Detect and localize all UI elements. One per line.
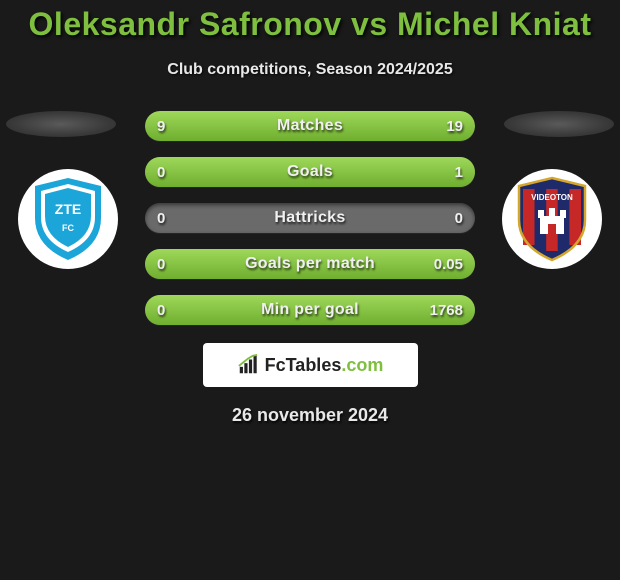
stat-row: 00Hattricks — [145, 203, 475, 233]
stat-row: 01Goals — [145, 157, 475, 187]
stat-row: 919Matches — [145, 111, 475, 141]
stat-row: 01768Min per goal — [145, 295, 475, 325]
zte-shield-icon: ZTE FC — [29, 176, 107, 262]
right-platform — [504, 111, 614, 137]
stats-bars: 919Matches 01Goals 00Hattricks 00.05Goals p… — [145, 109, 475, 325]
stat-label: Min per goal — [145, 295, 475, 325]
page-title: Oleksandr Safronov vs Michel Kniat — [0, 0, 620, 43]
brand-name: FcTables — [265, 355, 342, 375]
date-text: 26 november 2024 — [0, 405, 620, 426]
comparison-panel: ZTE FC VIDEOTON 919Matches01 — [0, 109, 620, 426]
right-team-badge: VIDEOTON — [502, 169, 602, 269]
svg-text:VIDEOTON: VIDEOTON — [531, 193, 573, 202]
left-team-badge: ZTE FC — [18, 169, 118, 269]
stat-label: Goals — [145, 157, 475, 187]
left-platform — [6, 111, 116, 137]
bar-chart-icon — [237, 354, 259, 376]
subtitle: Club competitions, Season 2024/2025 — [0, 61, 620, 79]
brand-box: FcTables.com — [203, 343, 418, 387]
svg-text:FC: FC — [62, 223, 74, 233]
stat-label: Hattricks — [145, 203, 475, 233]
videoton-shield-icon: VIDEOTON — [513, 176, 591, 262]
svg-text:ZTE: ZTE — [55, 201, 81, 217]
stat-label: Matches — [145, 111, 475, 141]
brand-text: FcTables.com — [265, 355, 384, 376]
stat-row: 00.05Goals per match — [145, 249, 475, 279]
stat-label: Goals per match — [145, 249, 475, 279]
brand-suffix: .com — [341, 355, 383, 375]
